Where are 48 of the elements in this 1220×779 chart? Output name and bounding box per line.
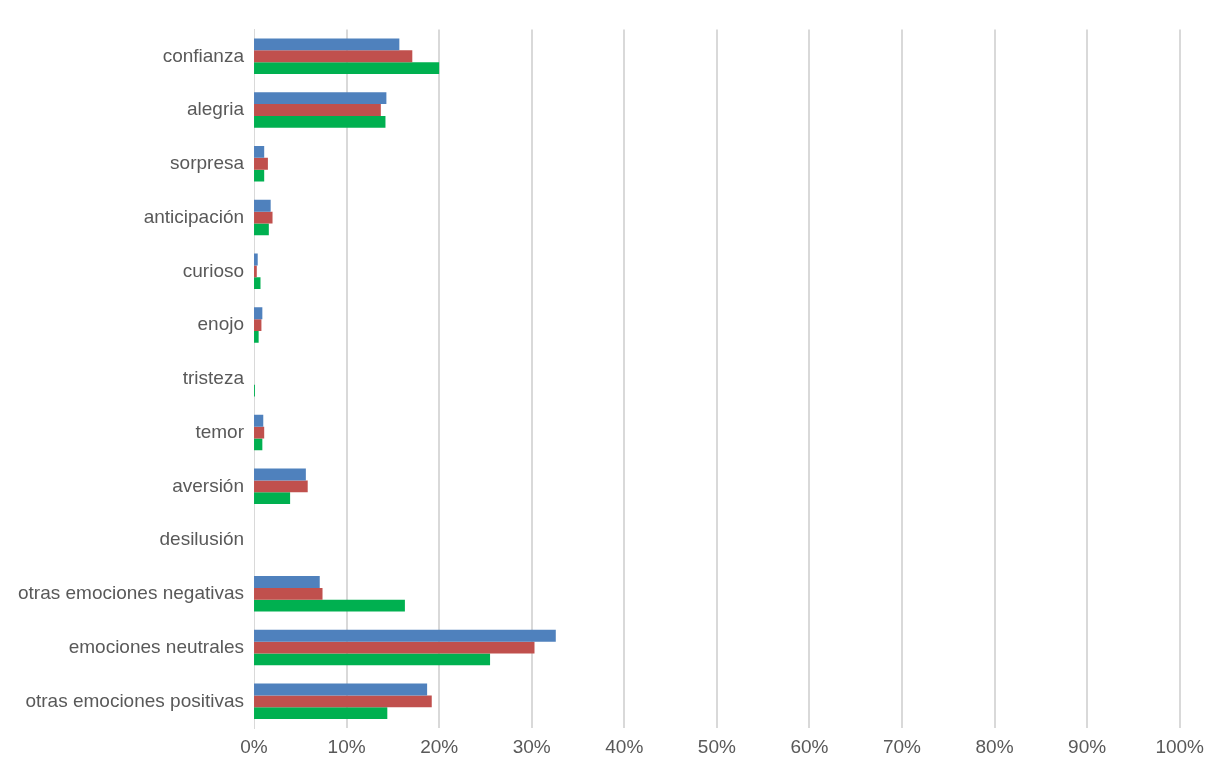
y-tick-label: confianza xyxy=(162,44,245,66)
bar xyxy=(254,683,428,696)
bar xyxy=(254,599,405,612)
bar xyxy=(254,629,556,642)
y-tick-label: curioso xyxy=(182,259,245,281)
bar xyxy=(254,695,432,708)
y-tick-label: temor xyxy=(195,420,245,442)
bar xyxy=(254,199,271,212)
y-tick-label: desilusión xyxy=(159,528,245,550)
bar xyxy=(254,104,381,116)
bar xyxy=(254,169,265,182)
bar xyxy=(254,62,440,75)
x-tick-label: 0% xyxy=(240,735,268,757)
y-tick-label: enojo xyxy=(197,313,245,335)
y-tick-label: alegria xyxy=(186,98,245,120)
y-tick-label: sorpresa xyxy=(170,152,245,174)
bar xyxy=(254,641,535,654)
y-tick-label: emociones neutrales xyxy=(68,635,245,657)
bar xyxy=(254,38,400,51)
bar xyxy=(254,157,268,170)
x-tick-label: 20% xyxy=(420,735,459,757)
bar xyxy=(254,92,387,105)
x-tick-label: 60% xyxy=(790,735,829,757)
bar xyxy=(254,492,291,505)
bar xyxy=(254,707,388,720)
y-tick-label: otras emociones negativas xyxy=(18,582,245,604)
y-tick-label: tristeza xyxy=(182,367,245,389)
y-tick-label: aversión xyxy=(172,474,245,496)
x-tick-label: 80% xyxy=(975,735,1014,757)
bar xyxy=(254,146,265,158)
bar xyxy=(254,587,323,600)
bar xyxy=(254,576,320,588)
bar xyxy=(254,50,413,63)
x-tick-label: 100% xyxy=(1155,735,1205,757)
y-tick-label: anticipación xyxy=(143,205,245,227)
bar xyxy=(254,211,273,224)
x-tick-label: 40% xyxy=(605,735,644,757)
x-tick-label: 50% xyxy=(697,735,736,757)
x-tick-label: 10% xyxy=(327,735,366,757)
y-tick-label: otras emociones positivas xyxy=(25,689,245,711)
x-tick-label: 70% xyxy=(882,735,922,757)
x-tick-label: 30% xyxy=(512,735,551,757)
bar xyxy=(254,115,386,128)
x-tick-label: 90% xyxy=(1068,735,1107,757)
bar xyxy=(254,653,491,666)
bar xyxy=(254,480,308,493)
bar xyxy=(254,223,269,236)
bar xyxy=(254,468,306,481)
